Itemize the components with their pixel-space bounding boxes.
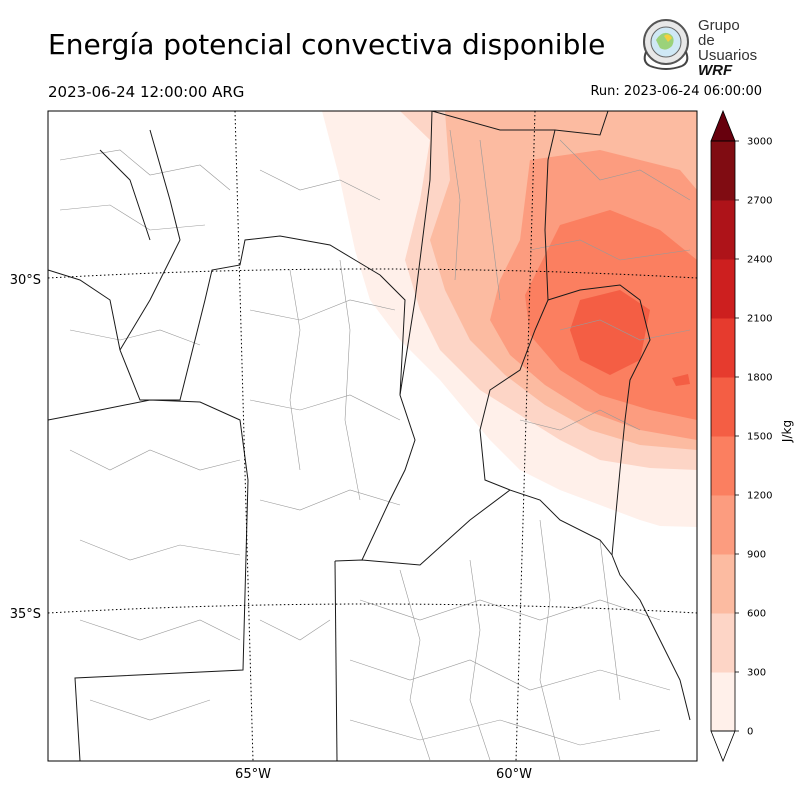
province-boundaries bbox=[48, 111, 691, 761]
logo-line-3: WRF bbox=[698, 62, 733, 79]
logo-line-1: Grupo de bbox=[698, 17, 740, 49]
colorbar-tick-label: 1500 bbox=[747, 432, 772, 443]
colorbar-tick-label: 0 bbox=[747, 727, 753, 738]
lat-label-30s: 30°S bbox=[10, 273, 41, 288]
cape-band-1500-1800 bbox=[570, 290, 650, 375]
colorbar-under-arrow bbox=[710, 730, 736, 763]
colorbar-tick-label: 3000 bbox=[747, 137, 772, 148]
graticule bbox=[48, 111, 697, 761]
colorbar-tick-label: 1800 bbox=[747, 373, 772, 384]
colorbar-over-arrow bbox=[710, 109, 736, 142]
colorbar-tick-label: 900 bbox=[747, 550, 766, 561]
meridian-65w bbox=[234, 111, 254, 761]
valid-time: 2023-06-24 12:00:00 ARG bbox=[48, 83, 245, 101]
parallel-35s bbox=[48, 603, 697, 614]
cape-band-1500-1800-spot bbox=[672, 374, 690, 386]
colorbar-tick-label: 600 bbox=[747, 609, 766, 620]
colorbar-swatch bbox=[711, 495, 735, 555]
lon-label-60w: 60°W bbox=[496, 767, 532, 782]
map-frame bbox=[47, 110, 698, 762]
colorbar-swatch bbox=[711, 377, 735, 437]
lon-label-65w: 65°W bbox=[235, 767, 271, 782]
colorbar: 0 300 600 900 1200 1500 1800 2100 2400 2700 3000 bbox=[710, 109, 772, 763]
colorbar-swatch bbox=[711, 554, 735, 614]
colorbar-tick-label: 2700 bbox=[747, 196, 772, 207]
colorbar-swatch bbox=[711, 141, 735, 201]
department-boundaries bbox=[59, 129, 691, 761]
run-time: Run: 2023-06-24 06:00:00 bbox=[590, 84, 762, 99]
logo-line-2: Usuarios bbox=[698, 47, 758, 64]
colorbar-tick-label: 2400 bbox=[747, 255, 772, 266]
cape-field bbox=[322, 111, 697, 527]
colorbar-swatch bbox=[711, 672, 735, 732]
wrf-users-logo: Grupo de Usuarios WRF bbox=[638, 16, 758, 78]
colorbar-tick-label: 1200 bbox=[747, 491, 772, 502]
lat-label-35s: 35°S bbox=[10, 607, 41, 622]
globe-emblem-icon bbox=[643, 19, 689, 70]
colorbar-swatch bbox=[711, 200, 735, 260]
map-title: Energía potencial convectiva disponible bbox=[48, 28, 606, 61]
meridian-60w bbox=[515, 111, 536, 761]
logo-text: Grupo de Usuarios WRF bbox=[698, 18, 758, 78]
colorbar-tick-label: 300 bbox=[747, 668, 766, 679]
boundaries bbox=[48, 111, 691, 761]
parallel-30s bbox=[48, 268, 697, 279]
colorbar-swatch bbox=[711, 436, 735, 496]
colorbar-swatch bbox=[711, 259, 735, 319]
colorbar-tick-label: 2100 bbox=[747, 314, 772, 325]
colorbar-unit-label: J/kg bbox=[780, 419, 795, 443]
colorbar-swatch bbox=[711, 318, 735, 378]
colorbar-swatch bbox=[711, 613, 735, 673]
